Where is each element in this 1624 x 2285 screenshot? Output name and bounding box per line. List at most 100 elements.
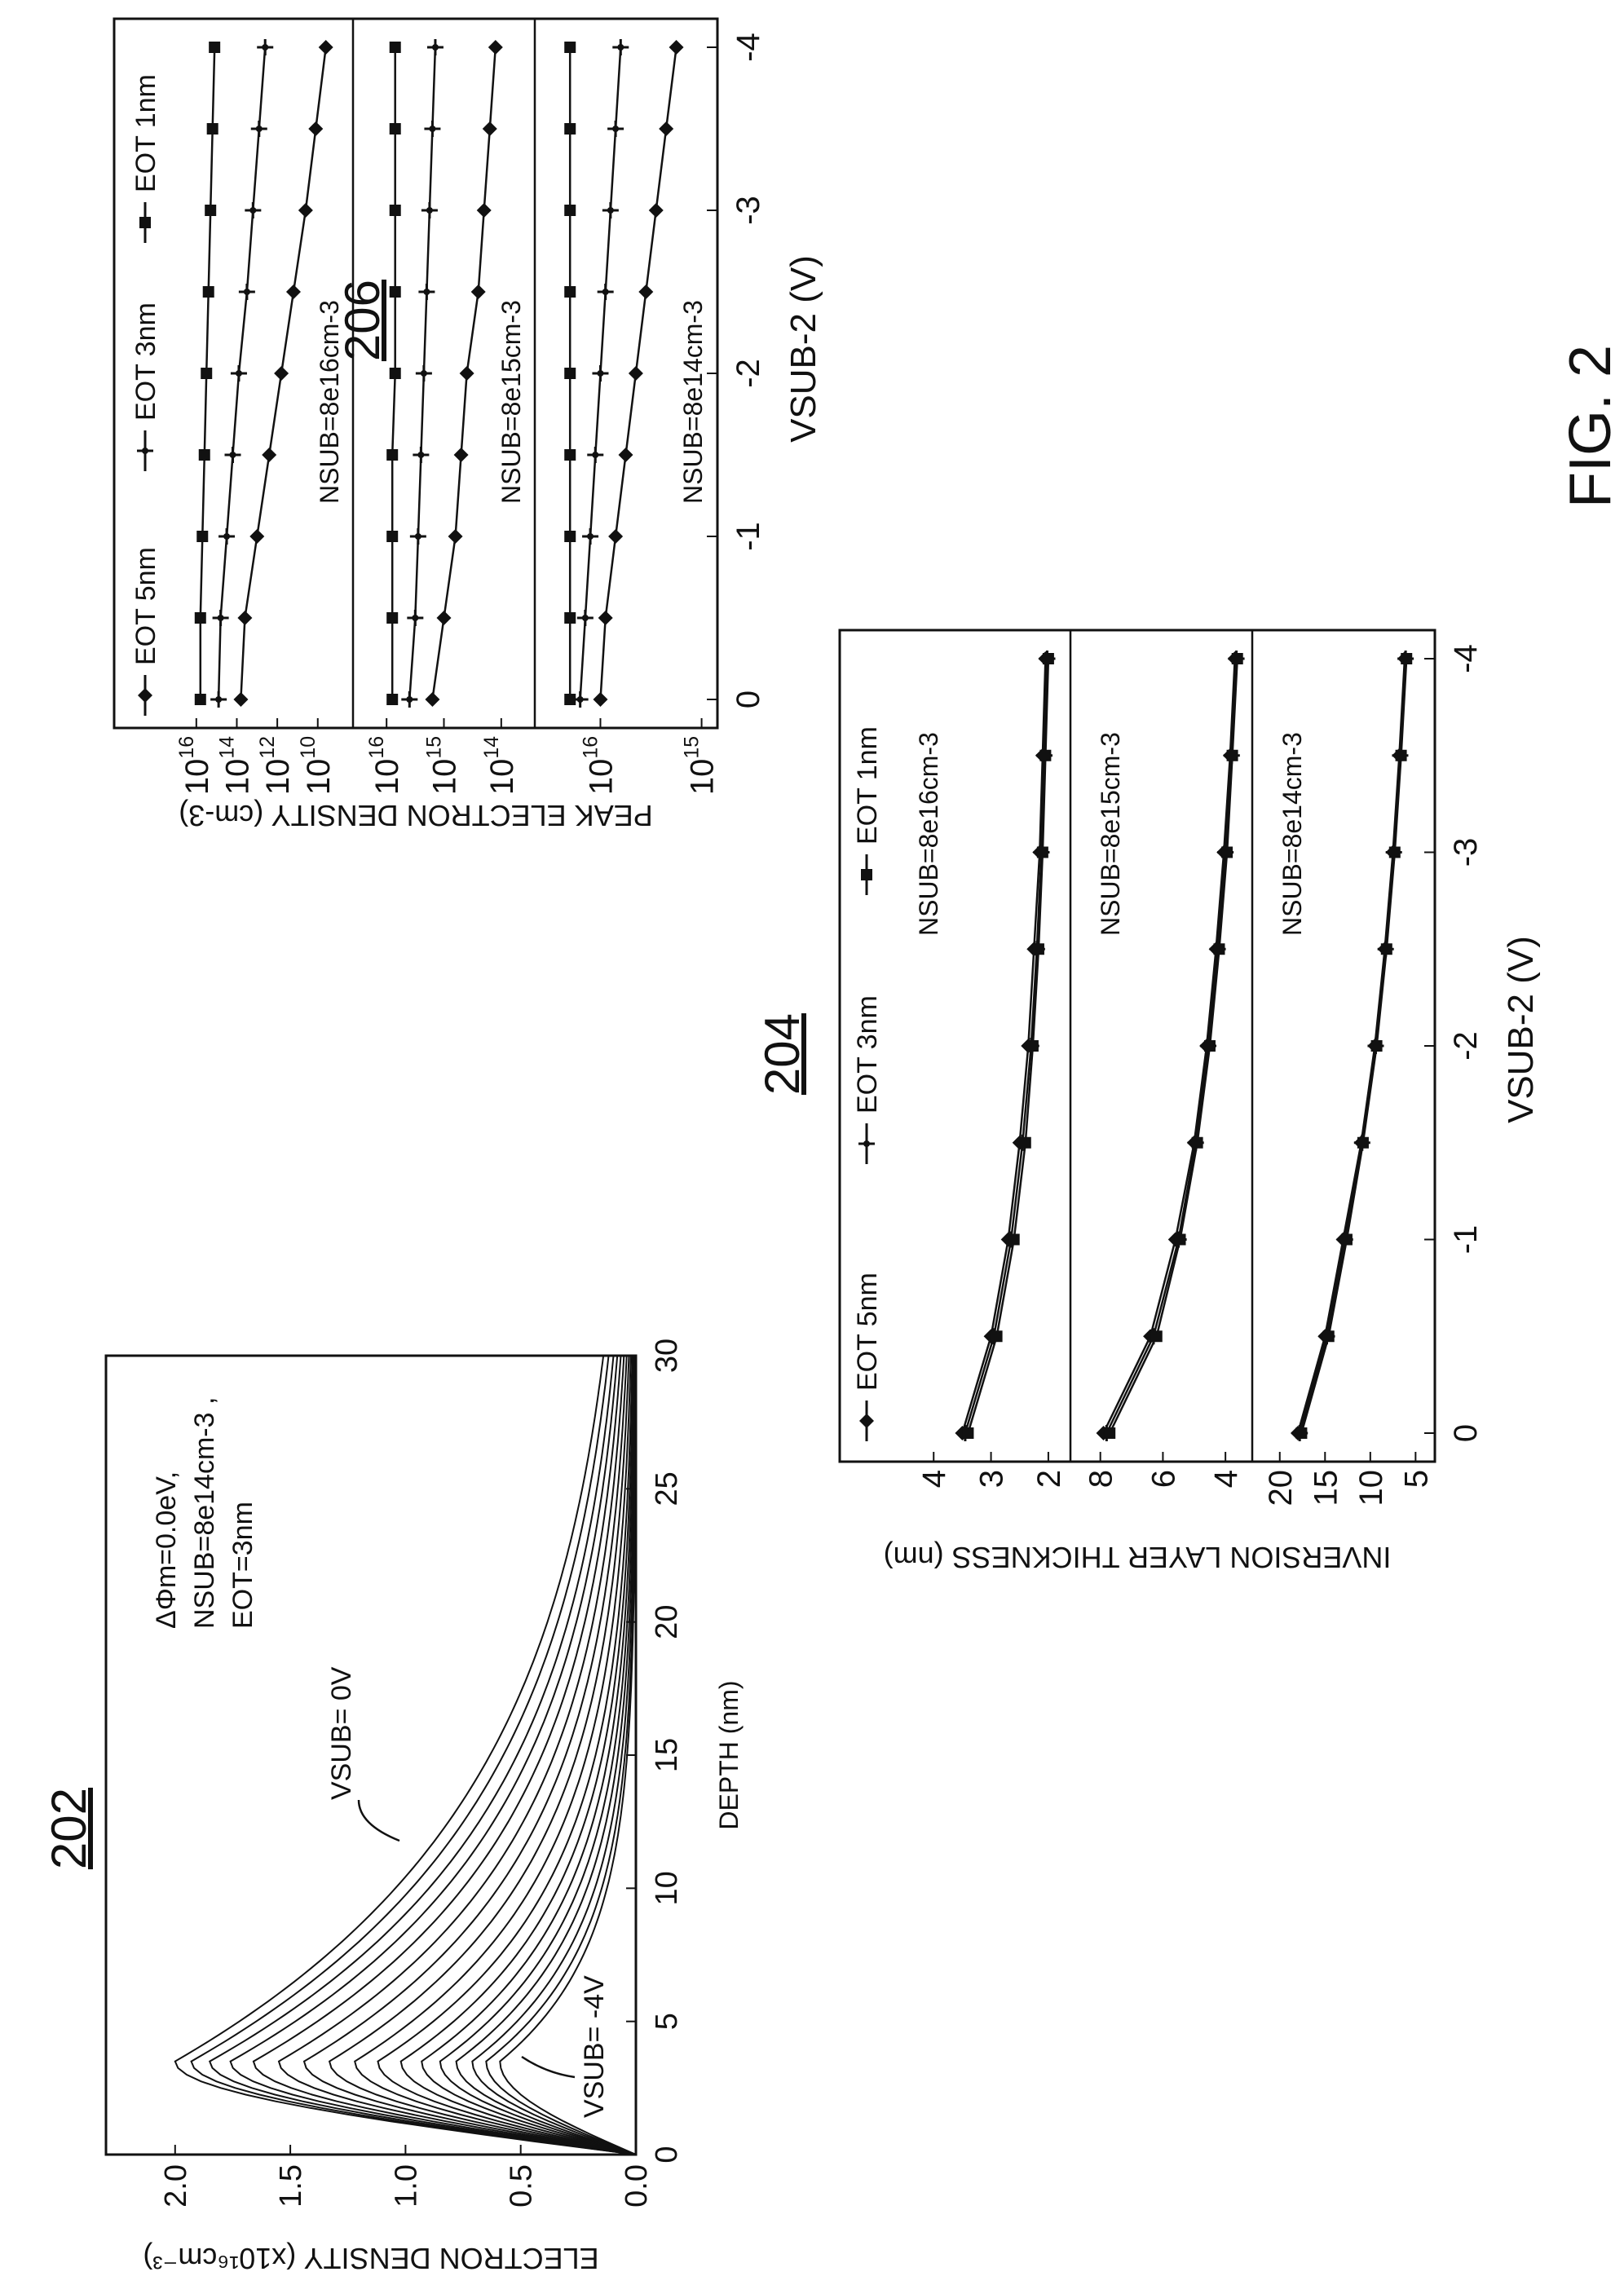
panel-1-series-2-point-7 <box>389 123 401 135</box>
panel-0-series-2-point-7 <box>206 123 218 135</box>
density-curve-6 <box>302 1355 637 2155</box>
panel-1-series-2-point-6 <box>389 205 401 216</box>
legend-label-1: EOT 3nm <box>852 995 883 1114</box>
panel-1-y-tick-label-1: 1015 <box>424 736 463 795</box>
panel-0-series-2-point-1 <box>991 1330 1003 1343</box>
chart-202-y-label: ELECTRON DENSITY (x10¹⁶cm⁻³) <box>143 2242 598 2275</box>
chart-204-y-label: INVERSION LAYER THICKNESS (nm) <box>884 1541 1392 1574</box>
panel-0-series-2-point-0 <box>962 1427 974 1439</box>
panel-2-series-2-point-3 <box>564 449 576 461</box>
x-tick-label-1: 5 <box>650 2013 684 2030</box>
panel-2-series-0-point-6 <box>648 203 664 218</box>
panel-0-y-tick-label-0: 1016 <box>176 736 215 795</box>
panel-1-series-2-point-1 <box>386 612 399 624</box>
panel-0-series-1-point-8-dot <box>262 44 269 51</box>
panel-1-series-1-line <box>1105 658 1238 1434</box>
panel-2-series-0-point-7 <box>659 121 674 136</box>
x-tick-label-0: 0 <box>730 690 766 708</box>
chart-204-x-label: VSUB-2 (V) <box>1501 936 1541 1123</box>
legend-label-0: EOT 5nm <box>852 1273 883 1391</box>
panel-2-y-tick-label-1: 15 <box>1308 1470 1344 1506</box>
panel-1-series-2-point-8 <box>1231 653 1243 664</box>
panel-2-series-2-point-5 <box>564 286 576 298</box>
density-curve-4 <box>252 1355 637 2155</box>
panel-2-series-0-point-0 <box>593 692 608 707</box>
chart-206-ref: 206 <box>335 280 390 361</box>
panel-2-series-2-point-7 <box>564 123 576 135</box>
panel-2-series-2-point-6 <box>564 205 576 216</box>
panel-0-series-2-point-4 <box>1026 1040 1039 1052</box>
panel-2-series-2-point-6 <box>1388 846 1401 858</box>
x-tick-label-3: -3 <box>730 196 766 225</box>
chart-204-ref: 204 <box>755 1013 810 1095</box>
chart-204-frame <box>838 629 1436 1463</box>
chart-202: 202 0 5 10 15 20 25 30 0.0 0.5 1.0 1.5 2.0 DEPTH (… <box>42 1339 744 2275</box>
legend-marker-2 <box>139 217 151 228</box>
panel-1-series-1-point-3-dot <box>417 452 425 458</box>
panel-1-series-2-point-5 <box>389 286 401 298</box>
panel-2-series-2-point-0 <box>1295 1427 1308 1439</box>
panel-2-series-2-point-2 <box>1340 1233 1353 1246</box>
panel-0-series-0-point-3 <box>262 448 277 462</box>
density-curve-16 <box>499 1356 637 2155</box>
x-tick-label-3: 15 <box>650 1738 684 1772</box>
legend-marker-1-dot <box>863 1140 870 1147</box>
chart-202-y-ticks: 0.0 0.5 1.0 1.5 2.0 <box>159 2145 654 2208</box>
panel-0-series-2-point-2 <box>196 531 209 542</box>
panel-2-series-1-point-1-dot <box>581 615 589 621</box>
density-curve-1 <box>190 1355 637 2155</box>
panel-1-series-0-point-2 <box>448 529 463 544</box>
chart-206-panels: 1016101410121010NSUB=8e16cm-310161015101… <box>176 19 721 795</box>
panel-1-series-0-point-0 <box>425 692 440 707</box>
panel-1-series-1-point-6-dot <box>426 207 433 214</box>
panel-0-label: NSUB=8e16cm-3 <box>315 300 344 504</box>
panel-1-series-2-point-0 <box>386 694 399 705</box>
panel-1-series-0-point-7 <box>482 121 497 136</box>
density-curve-7 <box>328 1355 637 2155</box>
panel-2-series-2-point-7 <box>1395 749 1407 761</box>
panel-0-y-tick-label-1: 1014 <box>216 736 255 795</box>
panel-1-series-0-point-5 <box>470 285 486 299</box>
panel-1-label: NSUB=8e15cm-3 <box>1096 732 1125 936</box>
figure-caption: FIG. 2 <box>1558 345 1623 508</box>
panel-1-series-2-point-3 <box>386 449 399 461</box>
panel-2-series-1-point-5-dot <box>602 289 609 295</box>
panel-1-series-2-point-3 <box>1191 1136 1203 1149</box>
panel-2-series-2-point-4 <box>1370 1040 1383 1052</box>
chart-206-y-label: PEAK ELECTRON DENSITY (cm-3) <box>179 799 652 832</box>
panel-2-series-1-line <box>1298 658 1407 1434</box>
chart-202-top-curve-leader <box>357 1799 400 1842</box>
panel-0-series-1-point-3-dot <box>229 452 236 458</box>
panel-2-series-1-point-3-dot <box>592 452 599 458</box>
panel-0-series-0-point-4 <box>274 366 289 381</box>
density-curve-0 <box>174 1355 637 2155</box>
panel-2-series-0-line <box>1296 658 1406 1434</box>
panel-2-y-tick-label-3: 5 <box>1398 1470 1434 1488</box>
panel-2-series-2-point-5 <box>1380 943 1392 955</box>
x-tick-label-0: 0 <box>650 2146 684 2163</box>
panel-0-series-2-point-6 <box>205 205 217 216</box>
chart-206-legend: EOT 5nm EOT 3nm EOT 1nm <box>130 74 161 716</box>
x-tick-label-1: -1 <box>1448 1225 1484 1255</box>
chart-204-legend: EOT 5nm EOT 3nm EOT 1nm <box>852 726 883 1441</box>
y-tick-label-1: 0.5 <box>505 2164 539 2208</box>
panel-1-series-1-point-7-dot <box>429 126 436 132</box>
x-tick-label-6: 30 <box>650 1339 684 1373</box>
chart-202-curves <box>174 1355 637 2155</box>
panel-0-series-0-point-0 <box>233 692 249 707</box>
panel-2-series-1-point-8-dot <box>617 44 624 51</box>
panel-2-series-2-point-3 <box>1357 1136 1369 1149</box>
panel-1-series-1-point-8-dot <box>431 44 439 51</box>
panel-2-series-1-point-6-dot <box>607 207 614 214</box>
chart-204-panels: 4 3 2 NSUB=8e16cm-3 8 6 4 NSUB=8e15cm-3 20 15 10 5 N… <box>914 630 1434 1506</box>
panel-2-series-0-point-1 <box>598 611 613 625</box>
panel-2-y-tick-label-2: 10 <box>1353 1470 1389 1506</box>
panel-2-series-0-point-4 <box>628 366 643 381</box>
panel-0-y-tick-label-2: 2 <box>1031 1470 1067 1488</box>
panel-2-series-2-point-0 <box>564 694 576 705</box>
panel-0-series-2-point-6 <box>1036 846 1048 858</box>
panel-2-series-1-point-4-dot <box>597 370 604 377</box>
